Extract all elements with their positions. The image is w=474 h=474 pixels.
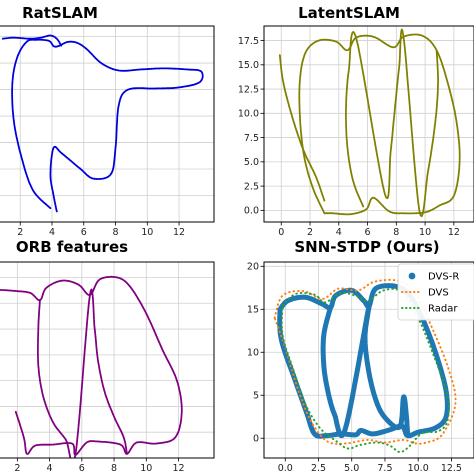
series-layer [273,278,457,453]
series-line-latentslam-trajectory-0 [298,33,461,216]
series-layer [278,28,461,218]
x-tick-label: 12 [172,463,184,474]
y-tick-label: 15.0 [238,60,259,71]
y-tick-label: 12.5 [238,84,259,95]
x-tick-label: 0.0 [278,463,293,474]
y-tick-label: 10 [247,348,259,359]
y-tick-label: 5 [253,391,259,402]
y-tick-label: 20 [247,262,259,273]
x-tick-label: 0 [278,227,284,238]
x-tick-label: 10 [419,227,431,238]
series-line-latentslam-trajectory-2 [345,28,439,218]
panel-title-latentslam: LatentSLAM [298,4,400,22]
y-tick-label: 10.0 [238,109,259,120]
grid [0,262,214,458]
axes-frame [0,261,215,459]
y-tick-label: 15 [247,305,259,316]
x-tick-label: 2 [307,227,313,238]
x-tick-label: 8 [111,463,117,474]
panel-orb-features: 2 4 6 8 10 12 ORB features [0,238,215,474]
series-line-radar [280,287,450,453]
x-tick-label: 4 [49,227,55,238]
x-tick-label: 4 [336,227,342,238]
series-layer [0,275,183,458]
series-line-latentslam-trajectory-1 [278,54,326,202]
x-tick-label: 10 [141,227,153,238]
series-line-dvs-r [320,299,410,439]
panel-title-orb-features: ORB features [16,238,128,256]
plot-area [0,26,214,222]
legend-label-radar: Radar [428,304,458,315]
y-tick-label: 2.5 [244,181,259,192]
x-tick-label: 10 [140,463,152,474]
series-line-ratslam-trajectory-1 [1,34,63,47]
x-tick-label: 8 [393,227,399,238]
legend-label-dvs-r: DVS-R [428,272,459,283]
x-tick-label: 2 [14,463,20,474]
series-line-dvs [273,278,457,445]
legend-box [397,263,474,321]
panel-snn-stdp: 0.0 2.5 5.0 7.5 10.0 12.5 0 5 10 15 20 DVS-R DVS Rada… [247,238,474,474]
plot-area [0,262,214,458]
legend: DVS-R DVS Radar [397,263,474,321]
grid [0,26,214,222]
x-tick-label: 6 [81,227,87,238]
x-tick-label: 2 [17,227,23,238]
y-tick-label: 7.5 [244,133,259,144]
x-tick-label: 7.5 [377,463,392,474]
x-tick-label: 8 [113,227,119,238]
x-tick-label: 12 [173,227,185,238]
panel-title-snn-stdp: SNN-STDP (Ours) [294,238,439,256]
x-tick-label: 2.5 [311,463,326,474]
y-tick-label: 5.0 [244,157,259,168]
series-line-ratslam-trajectory-0 [11,38,204,213]
y-tick-label: 17.5 [238,36,259,47]
panel-ratslam: 2 4 6 8 10 12 RatSLAM [0,4,215,238]
x-tick-label: 10.0 [408,463,429,474]
x-tick-label: 12 [448,227,460,238]
series-layer [1,34,204,213]
plot-area [264,26,474,222]
x-tick-label: 12.5 [441,463,462,474]
x-tick-label: 6 [365,227,371,238]
axes-frame [0,25,215,223]
y-tick-label: 0 [253,434,259,445]
legend-marker-dvs-r [408,272,416,280]
axes-frame [263,25,474,223]
y-tick-label: 0.0 [244,206,259,217]
legend-label-dvs: DVS [428,288,449,299]
panel-title-ratslam: RatSLAM [22,4,98,22]
x-tick-label: 5.0 [344,463,359,474]
panel-latentslam: 0 2 4 6 8 10 12 0.0 2.5 5.0 7.5 10.0 12.5 15.0 17.5 Lat… [238,4,474,238]
x-tick-label: 4 [47,463,53,474]
axes-frame [263,261,474,459]
grid [264,26,474,222]
series-line-orb-features-trajectory-1 [37,288,128,458]
x-tick-label: 6 [79,463,85,474]
